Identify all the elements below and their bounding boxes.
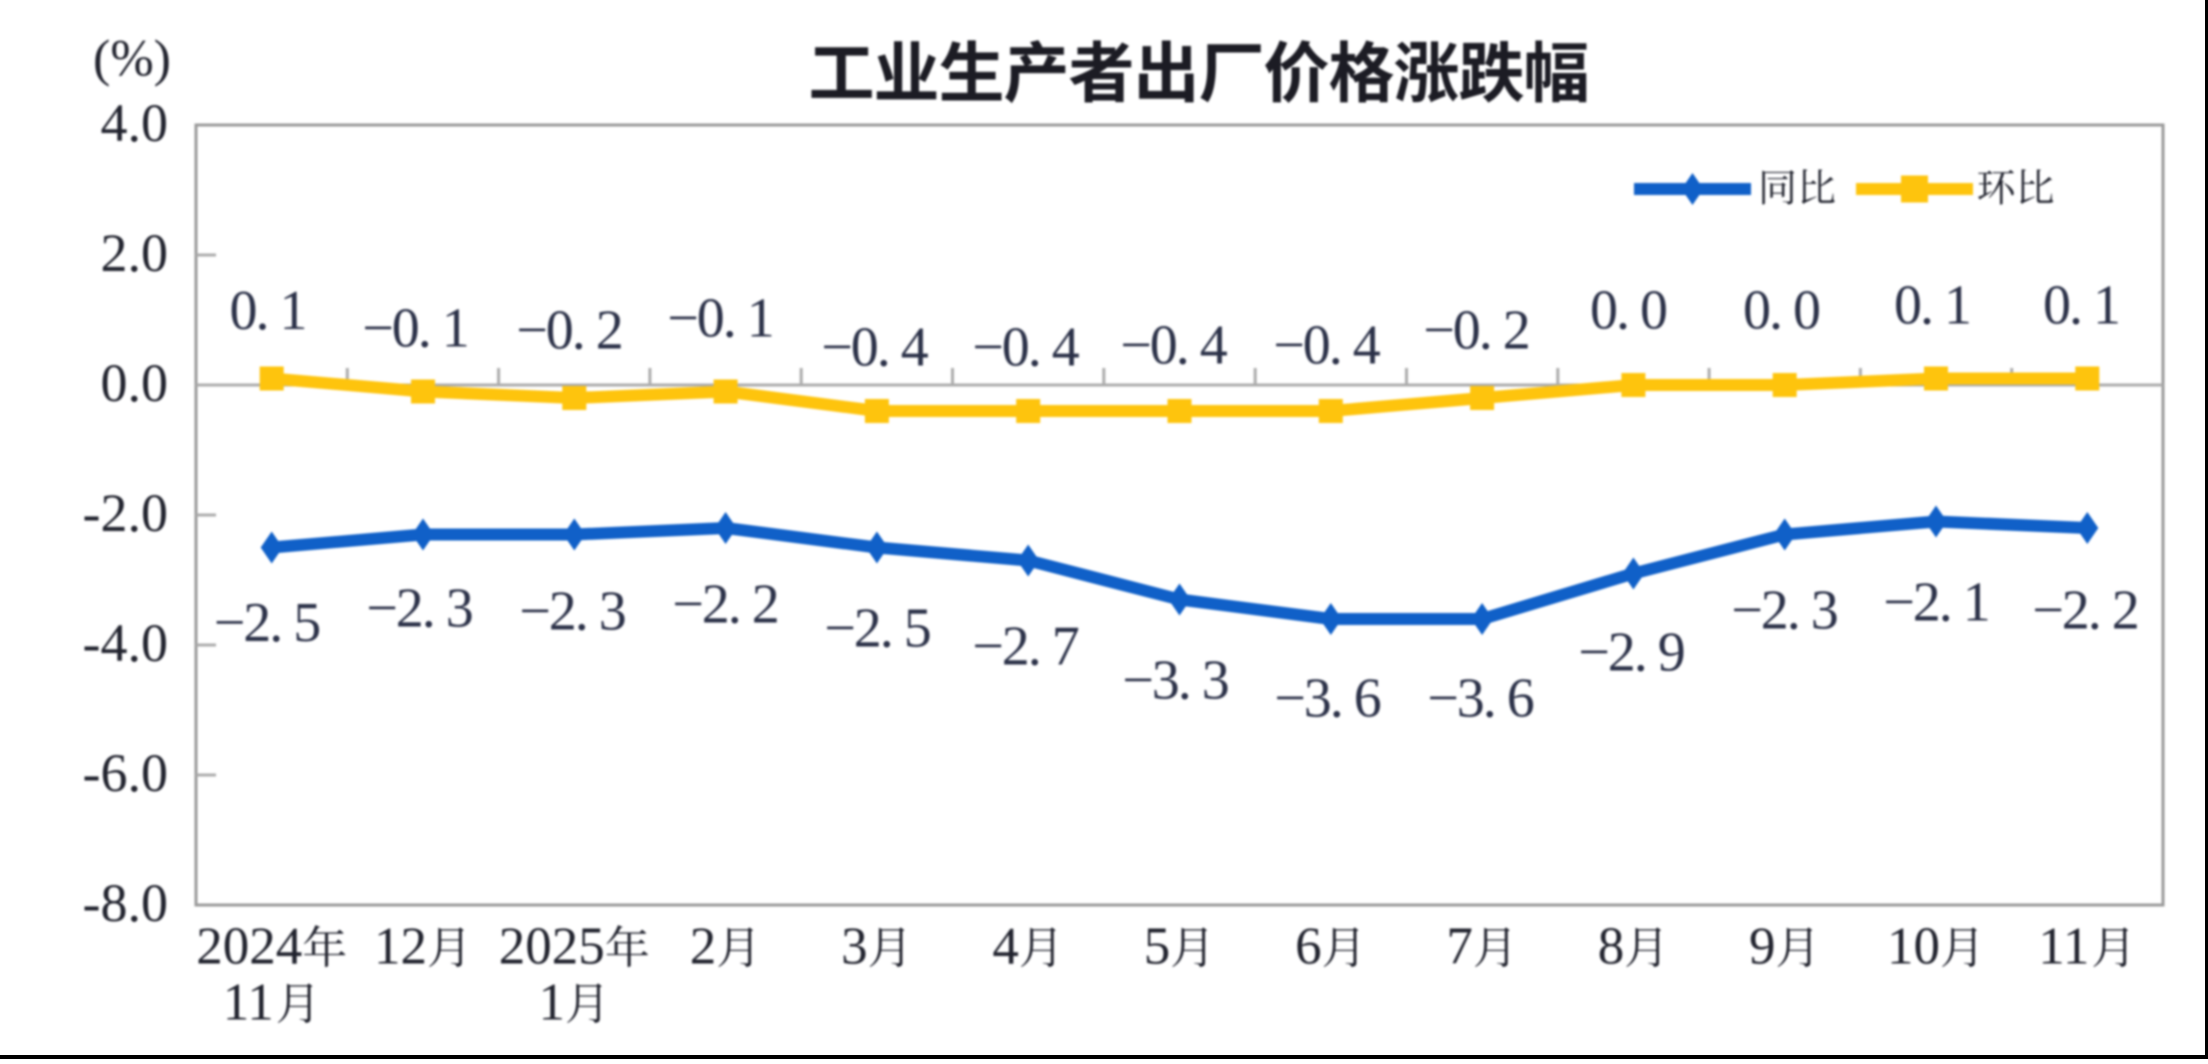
svg-text:−2. 3: −2. 3 [1731,580,1837,642]
svg-text:10: 10 [1887,918,1940,976]
svg-text:11: 11 [2038,918,2089,976]
svg-text:0. 1: 0. 1 [1894,275,1970,337]
svg-text:−0. 4: −0. 4 [1120,315,1228,377]
svg-text:2.0: 2.0 [101,223,169,283]
svg-text:−0. 1: −0. 1 [362,298,468,360]
svg-text:−2. 3: −2. 3 [519,581,625,643]
svg-text:2024: 2024 [196,918,302,976]
svg-text:0.0: 0.0 [101,353,169,413]
svg-text:−0. 2: −0. 2 [516,300,622,362]
svg-text:−2. 1: −2. 1 [1883,572,1989,634]
svg-text:-4.0: -4.0 [83,613,168,673]
svg-text:12: 12 [374,918,427,976]
svg-text:−3. 3: −3. 3 [1122,650,1228,712]
svg-text:−2. 9: −2. 9 [1578,622,1684,684]
svg-text:-6.0: -6.0 [83,743,168,803]
svg-text:−0. 4: −0. 4 [821,317,929,379]
svg-text:−0. 4: −0. 4 [1273,315,1381,377]
svg-text:0. 0: 0. 0 [1590,280,1666,342]
svg-text:−3. 6: −3. 6 [1427,668,1534,730]
svg-text:0. 1: 0. 1 [2043,275,2119,337]
svg-text:0. 1: 0. 1 [230,280,306,342]
svg-text:4.0: 4.0 [101,93,169,153]
svg-text:−0. 2: −0. 2 [1423,300,1529,362]
svg-text:11: 11 [223,974,274,1032]
svg-text:0. 0: 0. 0 [1743,280,1819,342]
svg-text:4: 4 [992,918,1019,976]
svg-text:−2. 5: −2. 5 [824,598,930,660]
svg-text:-8.0: -8.0 [83,873,168,933]
svg-text:1: 1 [539,974,566,1032]
svg-text:8: 8 [1598,918,1625,976]
svg-text:−0. 4: −0. 4 [972,317,1080,379]
svg-text:-2.0: -2.0 [83,483,168,543]
svg-text:9: 9 [1749,918,1776,976]
svg-text:−2. 7: −2. 7 [972,616,1079,678]
svg-text:2025: 2025 [499,918,605,976]
svg-text:(%): (%) [93,31,171,88]
svg-text:−2. 2: −2. 2 [672,574,778,636]
svg-text:2: 2 [690,918,717,976]
svg-text:−3. 6: −3. 6 [1274,668,1381,730]
svg-text:5: 5 [1144,918,1171,976]
svg-text:−2. 5: −2. 5 [214,592,320,654]
svg-text:6: 6 [1295,918,1322,976]
svg-text:3: 3 [841,918,868,976]
svg-text:7: 7 [1446,918,1473,976]
svg-text:−2. 2: −2. 2 [2032,580,2138,642]
svg-text:−0. 1: −0. 1 [667,288,773,350]
svg-text:−2. 3: −2. 3 [366,578,472,640]
